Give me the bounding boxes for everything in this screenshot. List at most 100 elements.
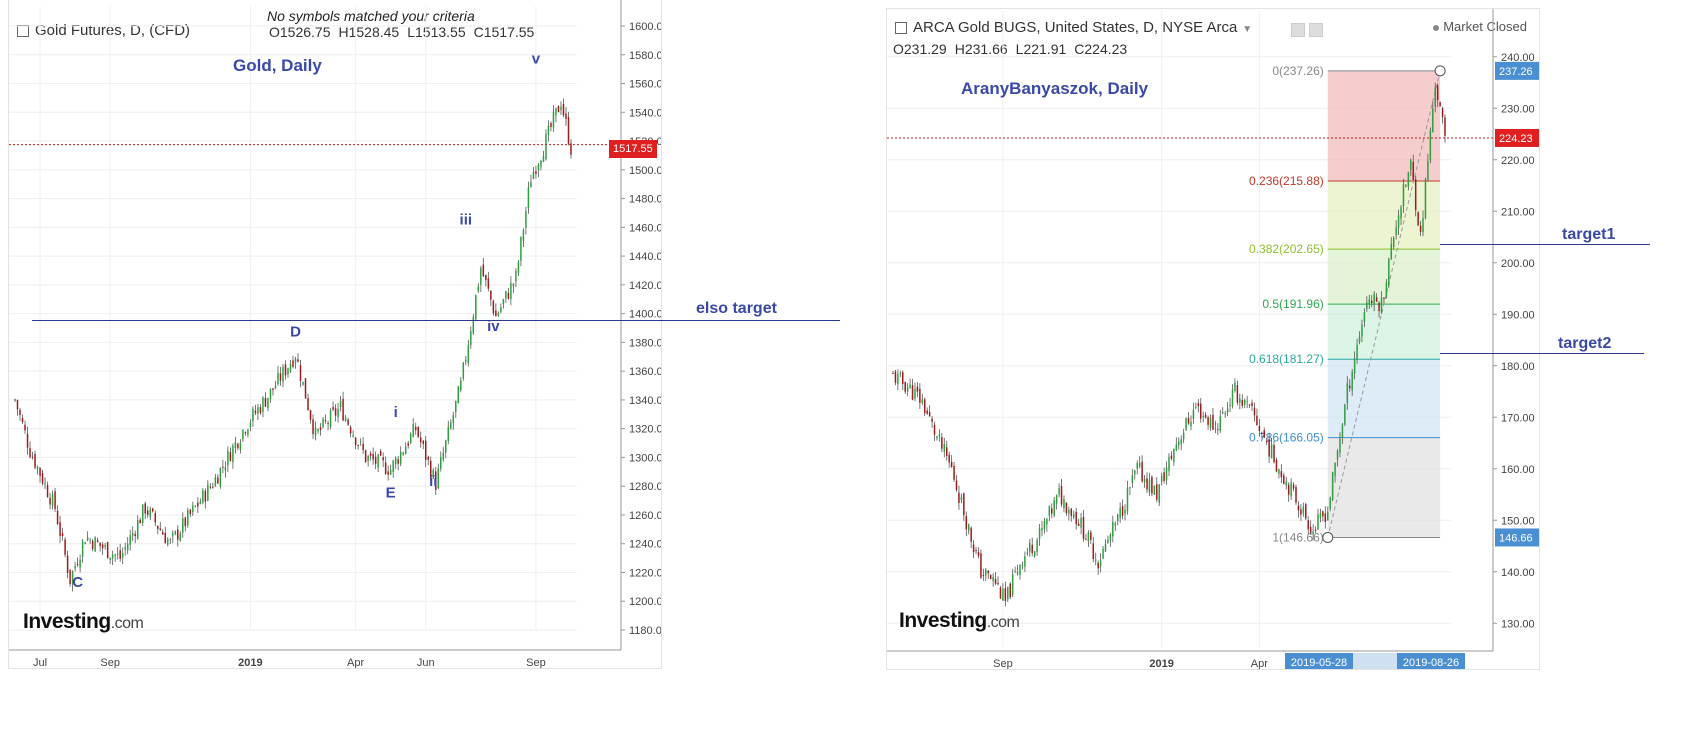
y-tick-label: 180.00 — [1501, 361, 1535, 373]
candle-body — [429, 460, 432, 479]
candle-body — [101, 544, 104, 549]
fib-zone — [1327, 437, 1441, 538]
candle-body — [909, 384, 911, 389]
candle-body — [219, 467, 222, 487]
logo-suffix: .com — [986, 614, 1020, 631]
fib-level-label: 0.618(181.27) — [1249, 352, 1324, 366]
candle-body — [1094, 559, 1097, 561]
candle-body — [1436, 85, 1439, 101]
candle-body — [344, 417, 347, 421]
candle-body — [167, 539, 169, 545]
candle-body — [467, 345, 470, 364]
candle-body — [146, 510, 149, 515]
candle-body — [1300, 509, 1302, 515]
candle-body — [199, 501, 202, 504]
candle-body — [352, 435, 354, 437]
candle-body — [1180, 439, 1182, 445]
candle-body — [547, 125, 550, 136]
y-tick-label: 1260.00 — [629, 510, 661, 522]
candle-body — [79, 559, 81, 568]
candle-body — [1046, 519, 1048, 525]
candle-body — [1248, 404, 1251, 406]
y-tick-label: 210.00 — [1501, 206, 1535, 218]
y-tick-label: 1360.00 — [629, 366, 661, 378]
candle-body — [557, 106, 560, 113]
gold-chart-canvas[interactable]: 1180.00 1200.00 1220.00 1240.00 1260.00 1280.… — [9, 0, 661, 668]
candle-body — [379, 450, 382, 456]
candle-body — [139, 519, 141, 524]
x-tick-label: 2019 — [238, 657, 262, 668]
candle-body — [119, 550, 121, 559]
settings-icon[interactable] — [1291, 23, 1305, 37]
y-tick-label: 1460.00 — [629, 222, 661, 234]
candle-body — [941, 437, 943, 449]
candle-body — [936, 436, 938, 439]
candle-body — [1427, 161, 1429, 180]
candle-body — [212, 486, 214, 488]
candle-body — [1256, 415, 1258, 426]
candle-body — [154, 513, 157, 523]
candle-body — [1224, 413, 1226, 415]
candle-body — [540, 160, 542, 167]
candle-body — [44, 482, 46, 485]
candle-body — [1380, 297, 1383, 313]
wave-label: E — [386, 485, 396, 502]
candle-body — [1029, 542, 1031, 552]
candle-body — [1375, 297, 1378, 302]
y-tick-label: 1280.00 — [629, 481, 661, 493]
chart-collapse-icon[interactable] — [895, 22, 907, 35]
candle-body — [928, 412, 931, 417]
candle-body — [1290, 482, 1292, 497]
candle-body — [24, 424, 26, 431]
last-price-tag: 224.23 — [1499, 133, 1533, 145]
candle-body — [252, 408, 254, 422]
candle-body — [294, 358, 297, 364]
candle-body — [440, 457, 442, 469]
candle-body — [527, 187, 530, 209]
candle-body — [525, 210, 527, 228]
candle-body — [262, 397, 264, 412]
wave-label: D — [290, 324, 301, 341]
candle-body — [1305, 504, 1307, 519]
arca-chart-canvas[interactable]: 130.00 140.00 150.00 160.00 170.00 180.00 190.… — [887, 9, 1539, 669]
candle-body — [1107, 539, 1109, 543]
candle-body — [402, 452, 404, 455]
y-tick-label: 1300.00 — [629, 452, 661, 464]
candle-body — [249, 422, 252, 428]
x-highlight-end: 2019-08-26 — [1403, 657, 1459, 669]
candle-body — [362, 443, 364, 450]
candle-body — [1297, 505, 1300, 511]
y-tick-label: 1560.00 — [629, 79, 661, 91]
candle-body — [1090, 532, 1092, 540]
candle-body — [1270, 444, 1273, 459]
candle-body — [1400, 206, 1402, 219]
gear-icon[interactable] — [1309, 23, 1323, 37]
candle-body — [121, 553, 124, 558]
candle-body — [550, 123, 552, 127]
candle-body — [1156, 484, 1158, 500]
candle-body — [1038, 528, 1041, 539]
candle-body — [327, 423, 329, 425]
candle-body — [950, 461, 953, 468]
no-symbols-notice: No symbols matched your criteria — [265, 8, 477, 24]
candle-body — [977, 552, 980, 556]
candle-body — [1229, 405, 1231, 407]
candle-body — [938, 434, 941, 437]
fib-low-tag: 146.66 — [1499, 532, 1533, 544]
candle-body — [347, 419, 349, 425]
candle-body — [1388, 259, 1390, 286]
candle-body — [1187, 417, 1190, 424]
candle-body — [1361, 324, 1363, 337]
candle-body — [1246, 401, 1248, 403]
candle-body — [1055, 494, 1058, 504]
candle-body — [1378, 302, 1380, 312]
symbol-title[interactable]: ARCA Gold BUGS, United States, D, NYSE A… — [913, 19, 1238, 36]
wave-label: iv — [487, 318, 500, 335]
candle-body — [204, 491, 207, 502]
ohlc-readout-left: O1526.75 H1528.45 L1513.55 C1517.55 — [269, 24, 542, 40]
candle-body — [1099, 560, 1102, 566]
chevron-down-icon[interactable]: ▼ — [1242, 24, 1253, 35]
candle-body — [963, 493, 965, 516]
market-status-text: Market Closed — [1443, 19, 1527, 34]
candle-body — [324, 420, 327, 422]
